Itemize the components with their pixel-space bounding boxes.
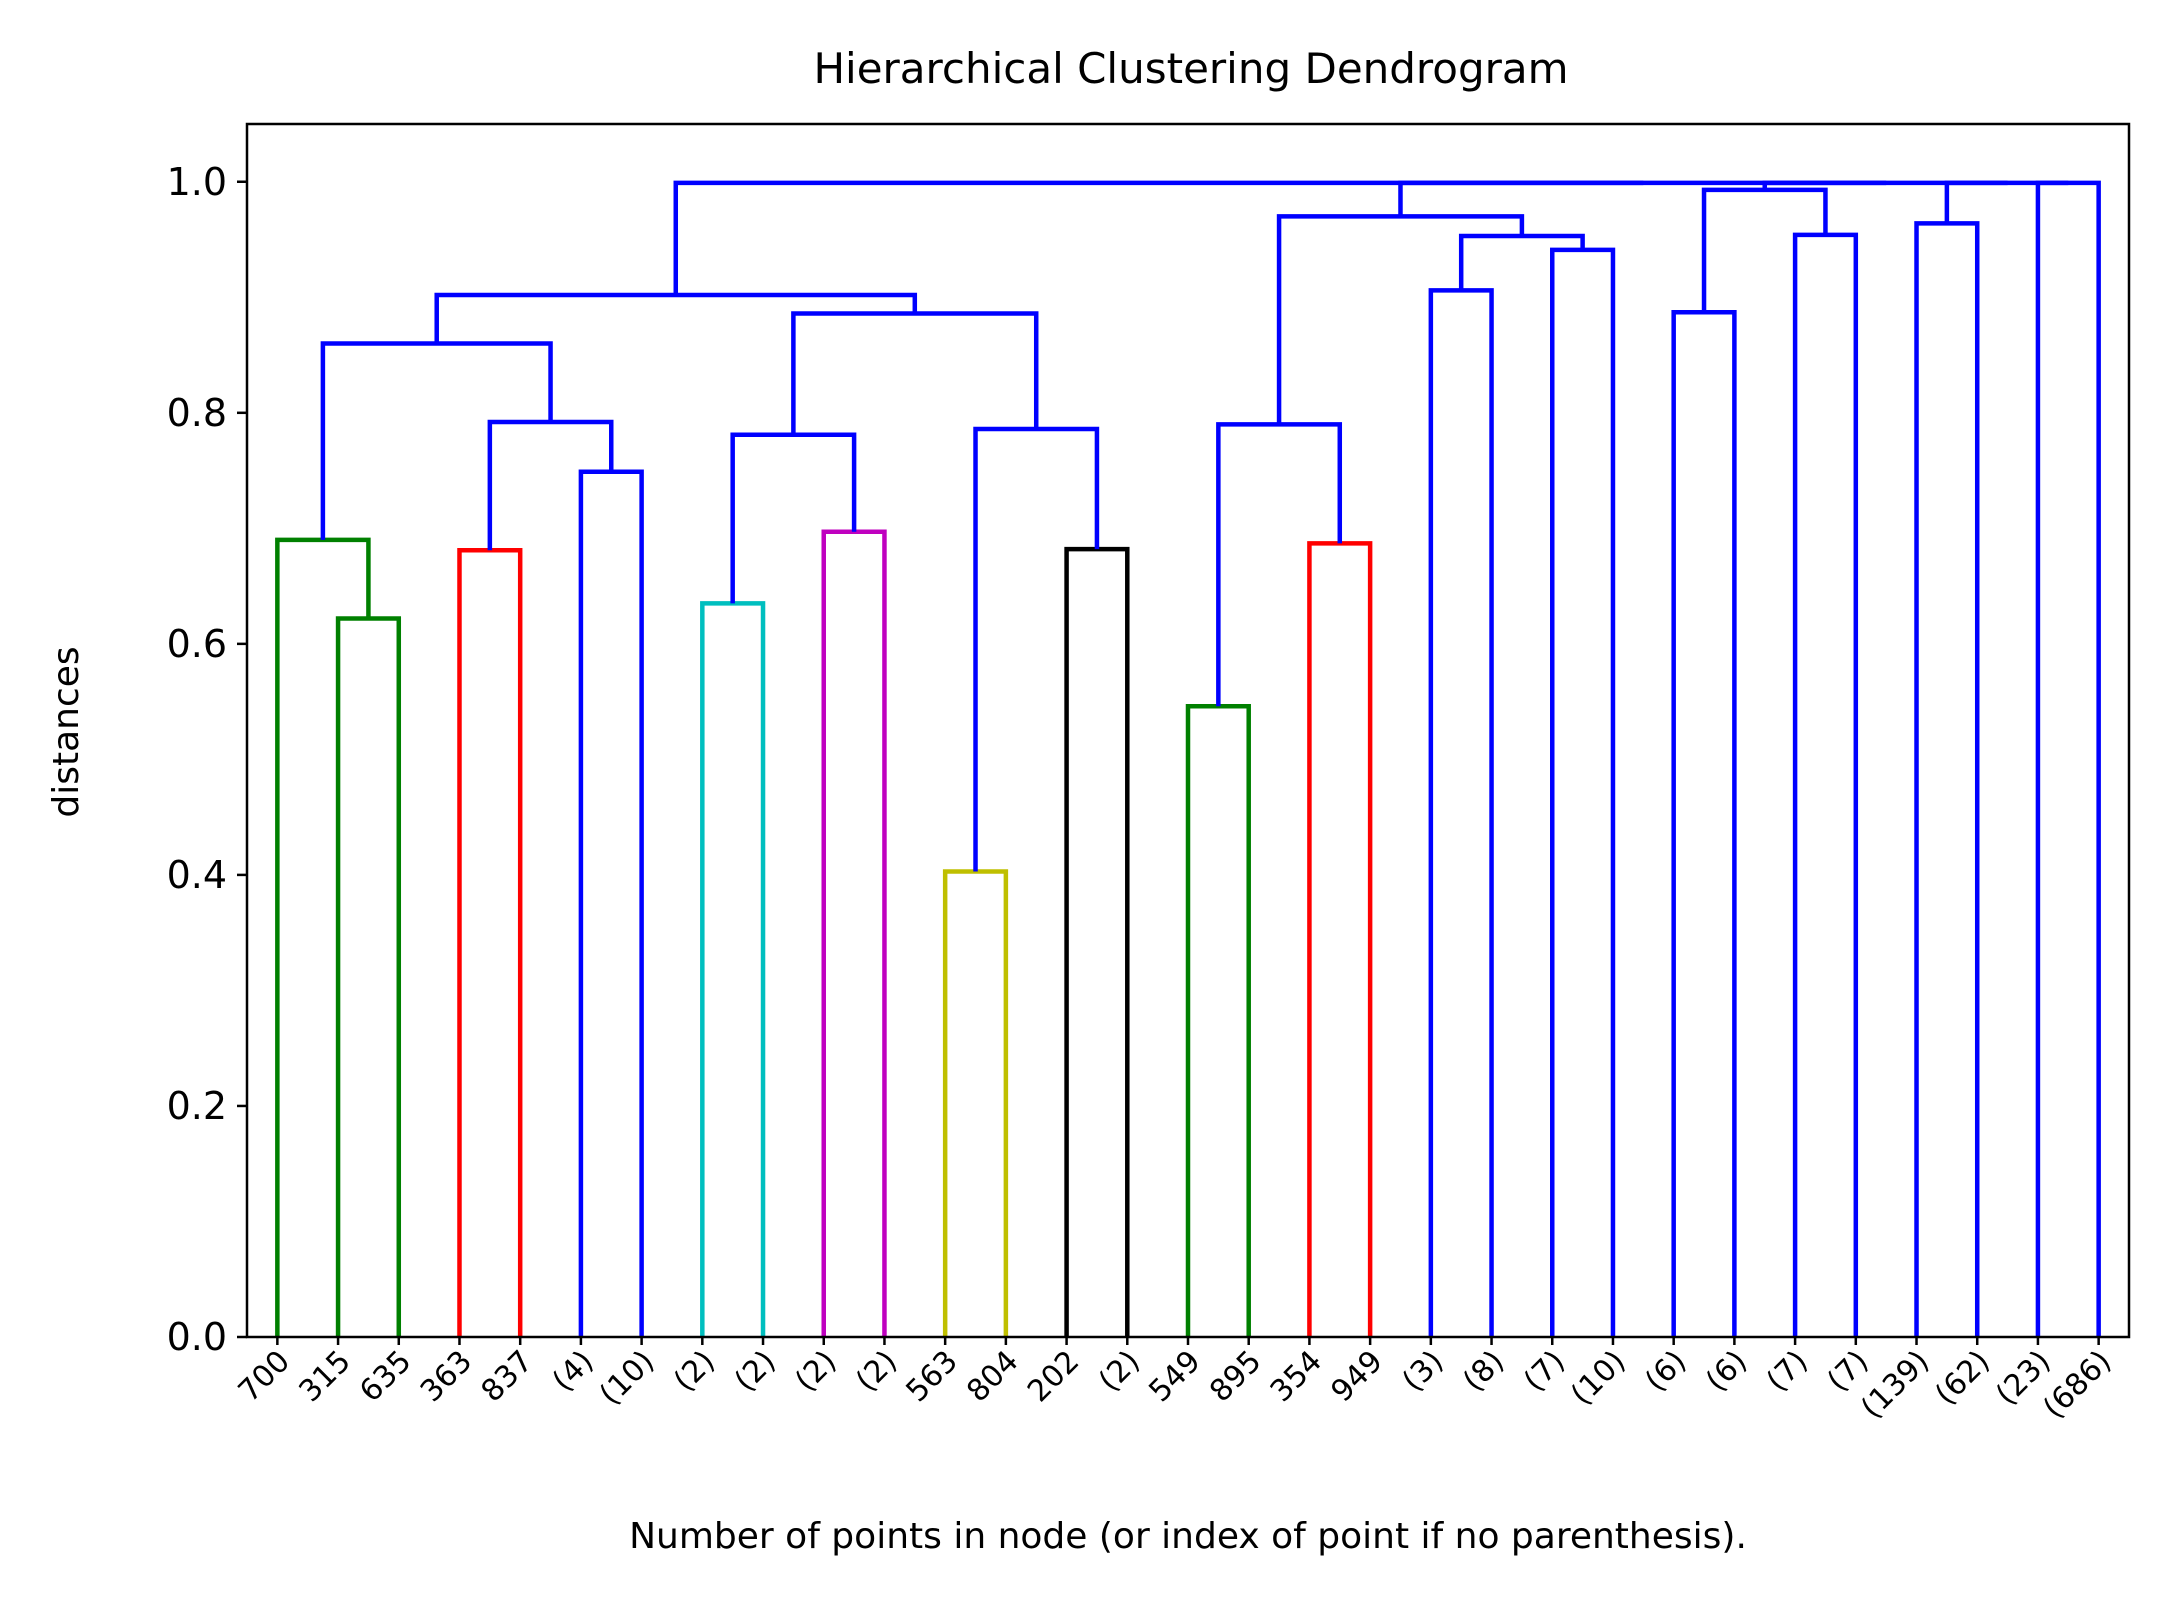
dendrogram-link — [1185, 703, 1251, 1337]
dendrogram-link — [487, 419, 614, 551]
dendrogram-link — [942, 869, 1009, 1337]
dendrogram-link — [320, 341, 553, 540]
leaf-label: (10) — [1564, 1344, 1632, 1412]
dendrogram-link — [1671, 310, 1737, 1337]
dendrogram-link — [434, 292, 918, 344]
dendrogram-link — [791, 311, 1039, 435]
dendrogram-link — [1216, 422, 1343, 707]
y-axis-ticks: 0.0 0.2 0.4 0.6 0.8 1.0 — [167, 160, 247, 1359]
dendrogram-link — [1550, 247, 1616, 1337]
chart-title: Hierarchical Clustering Dendrogram — [813, 44, 1568, 93]
dendrogram-link — [335, 616, 402, 1337]
leaf-label: 549 — [1142, 1344, 1207, 1409]
leaf-label: (2) — [728, 1344, 783, 1399]
y-tick-label: 0.0 — [167, 1315, 227, 1359]
leaf-label: 895 — [1203, 1344, 1268, 1409]
x-axis-label: Number of points in node (or index of po… — [629, 1516, 1747, 1557]
dendrogram-link — [1701, 187, 1828, 313]
leaf-label: (3) — [1396, 1344, 1451, 1399]
y-tick-label: 0.8 — [167, 391, 227, 435]
leaf-label: (2) — [667, 1344, 722, 1399]
leaf-label: 315 — [292, 1344, 357, 1409]
dendrogram-link — [457, 548, 523, 1337]
leaf-label: (2) — [849, 1344, 904, 1399]
dendrogram-link — [673, 180, 1644, 295]
leaf-label: 354 — [1264, 1344, 1329, 1409]
leaf-label: 700 — [232, 1344, 297, 1409]
dendrogram-links — [275, 180, 2101, 1337]
dendrogram-link — [821, 529, 887, 1337]
y-tick-label: 0.4 — [167, 853, 227, 897]
leaf-label: (7) — [1517, 1344, 1572, 1399]
leaf-label: 949 — [1325, 1344, 1390, 1409]
dendrogram-link — [2035, 180, 2101, 1337]
dendrogram-link — [1458, 233, 1585, 291]
leaf-label: (4) — [546, 1344, 601, 1399]
y-tick-label: 0.2 — [167, 1084, 227, 1128]
leaf-label: 804 — [960, 1344, 1025, 1409]
dendrogram-link — [700, 601, 766, 1337]
leaf-label: (10) — [593, 1344, 661, 1412]
dendrogram-link — [1944, 180, 2069, 224]
dendrogram-link — [1276, 214, 1525, 425]
y-tick-label: 1.0 — [167, 160, 227, 204]
leaf-label: 202 — [1021, 1344, 1086, 1409]
dendrogram-link — [730, 432, 857, 604]
leaf-label: (8) — [1456, 1344, 1511, 1399]
y-tick-label: 0.6 — [167, 622, 227, 666]
dendrogram-link — [578, 469, 644, 1337]
leaf-label: (62) — [1929, 1344, 1997, 1412]
dendrogram-link — [1792, 232, 1859, 1337]
leaf-label: 635 — [353, 1344, 418, 1409]
dendrogram-link — [1064, 546, 1130, 1337]
leaf-label: (2) — [1092, 1344, 1147, 1399]
leaf-label: (139) — [1854, 1344, 1936, 1426]
leaf-label: 363 — [414, 1344, 479, 1409]
leaf-label: (686) — [2037, 1344, 2119, 1426]
leaf-label: 837 — [475, 1344, 540, 1409]
leaf-label: 563 — [900, 1344, 965, 1409]
leaf-label: (2) — [789, 1344, 844, 1399]
leaf-label: (7) — [1760, 1344, 1815, 1399]
leaf-label: (6) — [1699, 1344, 1754, 1399]
dendrogram-link — [1428, 288, 1494, 1337]
dendrogram-link — [973, 426, 1100, 872]
dendrogram-link — [1307, 541, 1373, 1337]
dendrogram-link — [275, 537, 371, 1337]
leaf-label: (6) — [1639, 1344, 1694, 1399]
dendrogram-link — [1914, 221, 1980, 1337]
y-axis-label: distances — [46, 646, 87, 817]
